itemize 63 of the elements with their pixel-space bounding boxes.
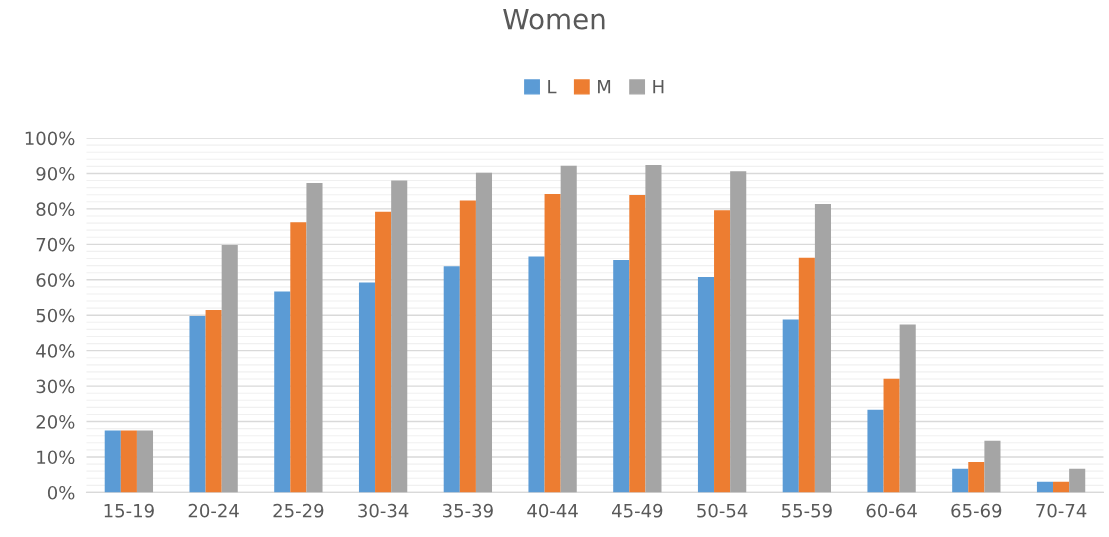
bar — [104, 430, 121, 493]
bar — [189, 315, 206, 493]
bar — [544, 194, 561, 493]
y-tick-label: 80% — [36, 202, 75, 217]
bar — [136, 430, 154, 493]
bar — [459, 200, 476, 493]
x-tick-label: 20-24 — [188, 503, 239, 518]
y-tick-label: 60% — [36, 273, 75, 287]
chart-title: Women — [503, 8, 605, 30]
y-tick-label: 0% — [47, 485, 75, 500]
bar — [1053, 481, 1070, 493]
y-tick-label: 20% — [36, 415, 75, 429]
x-tick-label: 35-39 — [443, 503, 493, 518]
bar — [714, 210, 731, 493]
bar — [290, 222, 307, 493]
y-tick-label: 30% — [36, 379, 75, 394]
x-tick-label: 45-49 — [612, 503, 663, 518]
bar — [1069, 468, 1086, 493]
bar — [613, 259, 630, 493]
bar — [375, 211, 392, 493]
bar — [984, 440, 1001, 493]
bar — [782, 319, 799, 493]
bar — [814, 203, 831, 493]
bar — [1036, 481, 1054, 493]
x-tick-label: 65-69 — [951, 503, 1002, 518]
legend-label: M — [598, 80, 611, 94]
x-tick-label: 15-19 — [104, 503, 154, 518]
bar — [883, 378, 900, 493]
bar — [952, 468, 969, 493]
y-tick-label: 90% — [36, 166, 75, 181]
x-tick-label: 70-74 — [1036, 503, 1087, 518]
bar — [391, 180, 408, 493]
x-tick-label: 40-44 — [527, 503, 578, 518]
x-tick-label: 25-29 — [273, 503, 324, 518]
y-tick-label: 100% — [25, 131, 75, 146]
bar — [443, 266, 460, 493]
y-tick-label: 40% — [36, 344, 75, 358]
bar — [528, 256, 545, 493]
bar — [475, 172, 493, 493]
legend-label: H — [653, 80, 664, 94]
bar — [867, 409, 884, 493]
bar — [798, 257, 815, 493]
bar — [645, 164, 662, 493]
x-tick-label: 30-34 — [358, 503, 409, 518]
bar — [730, 171, 747, 493]
y-tick-label: 50% — [36, 308, 75, 323]
bar — [205, 309, 222, 493]
y-tick-label: 10% — [37, 450, 75, 465]
bar — [358, 282, 376, 493]
bar — [629, 195, 646, 493]
bar — [560, 165, 577, 493]
bar — [899, 324, 916, 493]
bar — [274, 291, 291, 493]
legend-label: L — [548, 80, 557, 94]
x-tick-label: 55-59 — [782, 503, 832, 518]
y-tick-label: 70% — [36, 237, 75, 252]
bar — [120, 430, 137, 493]
x-tick-label: 50-54 — [697, 503, 748, 518]
x-tick-label: 60-64 — [866, 503, 917, 518]
bar — [221, 245, 238, 493]
bar — [306, 183, 323, 493]
bar — [968, 461, 985, 493]
bar — [697, 276, 715, 493]
